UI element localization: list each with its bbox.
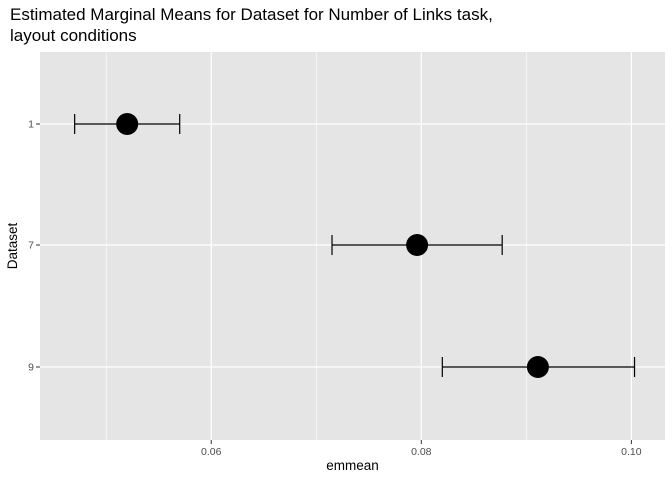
chart-title-line-2: layout conditions (10, 26, 137, 45)
chart-title: Estimated Marginal Means for Dataset for… (10, 4, 493, 46)
x-tick-label: 0.10 (621, 446, 642, 458)
x-tick-label: 0.06 (201, 446, 222, 458)
chart-title-line-1: Estimated Marginal Means for Dataset for… (10, 5, 493, 24)
data-marks (74, 113, 636, 378)
emmean-point (116, 113, 139, 135)
emmean-point (406, 234, 429, 256)
x-tick-label: 0.08 (411, 446, 432, 458)
y-tick-label: 7 (28, 240, 34, 252)
y-axis-label: Dataset (5, 222, 20, 269)
emmean-point (526, 356, 549, 378)
axes: 0.06 0.08 0.10 1 7 9 (28, 119, 642, 459)
y-tick-label: 1 (28, 119, 34, 131)
y-tick-label: 9 (28, 362, 34, 374)
x-axis-label: emmean (326, 458, 379, 473)
plot-panel (40, 52, 665, 440)
